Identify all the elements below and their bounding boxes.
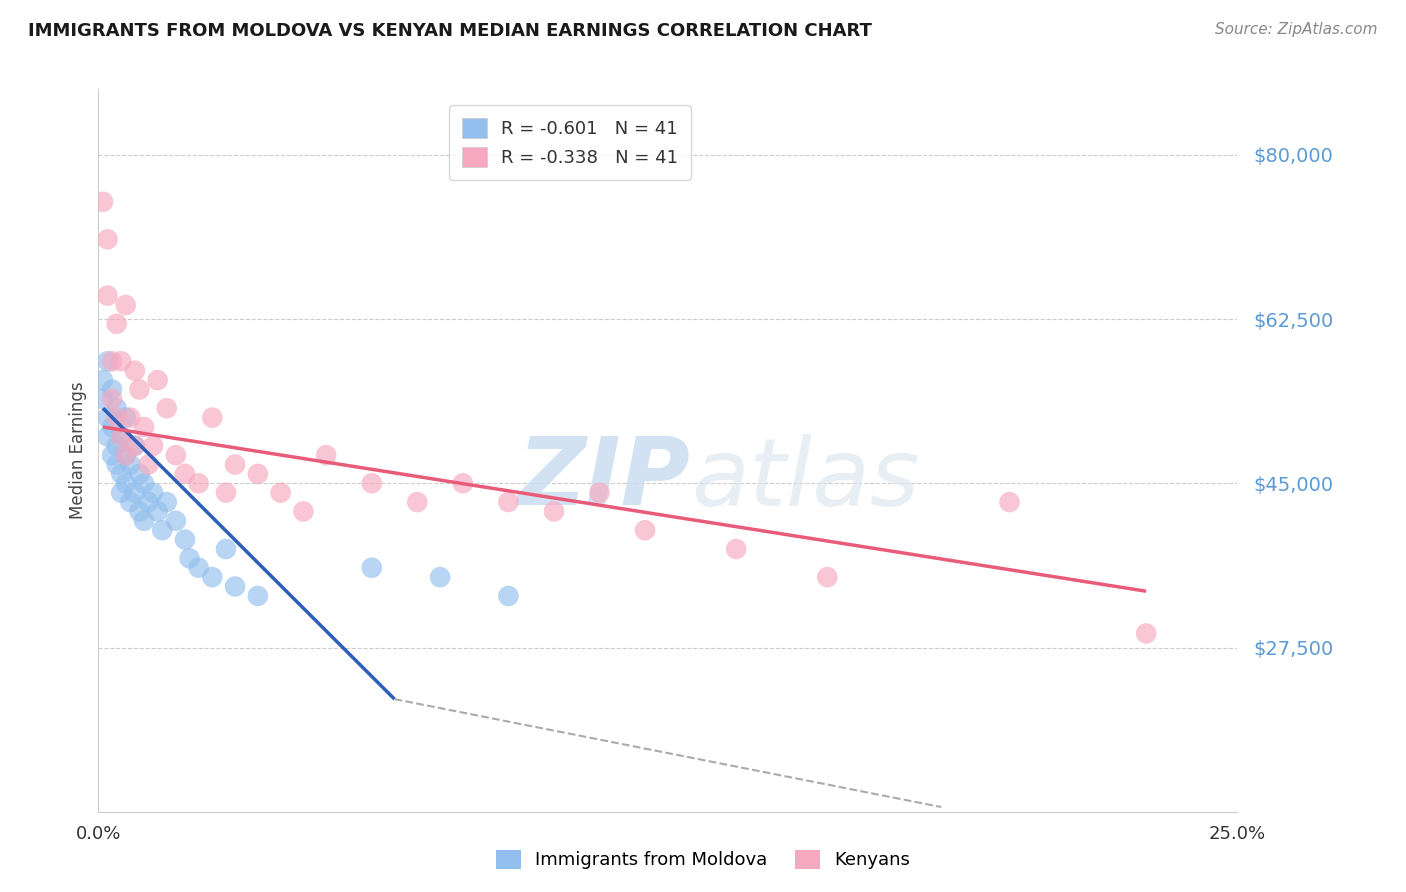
Point — [132, 476, 155, 491]
Point — [124, 364, 146, 378]
Point — [360, 560, 382, 574]
Point — [224, 458, 246, 472]
Point — [998, 495, 1021, 509]
Point — [96, 429, 118, 443]
Point — [101, 354, 124, 368]
Point — [110, 429, 132, 443]
Point — [128, 383, 150, 397]
Point — [179, 551, 201, 566]
Point — [101, 448, 124, 462]
Point — [156, 401, 179, 416]
Point — [588, 485, 610, 500]
Point — [101, 420, 124, 434]
Point — [246, 467, 269, 481]
Point — [132, 420, 155, 434]
Point — [124, 485, 146, 500]
Point — [146, 373, 169, 387]
Point — [114, 448, 136, 462]
Point — [96, 288, 118, 302]
Point — [725, 541, 748, 556]
Point — [634, 523, 657, 537]
Point — [101, 383, 124, 397]
Point — [110, 429, 132, 443]
Point — [174, 467, 197, 481]
Point — [110, 354, 132, 368]
Point — [215, 541, 238, 556]
Point — [451, 476, 474, 491]
Point — [138, 458, 160, 472]
Point — [187, 560, 209, 574]
Point — [96, 410, 118, 425]
Point — [146, 504, 169, 518]
Point — [174, 533, 197, 547]
Point — [201, 570, 224, 584]
Point — [114, 448, 136, 462]
Point — [429, 570, 451, 584]
Point — [292, 504, 315, 518]
Text: IMMIGRANTS FROM MOLDOVA VS KENYAN MEDIAN EARNINGS CORRELATION CHART: IMMIGRANTS FROM MOLDOVA VS KENYAN MEDIAN… — [28, 22, 872, 40]
Point — [114, 298, 136, 312]
Point — [128, 467, 150, 481]
Point — [110, 467, 132, 481]
Point — [165, 514, 187, 528]
Y-axis label: Median Earnings: Median Earnings — [69, 382, 87, 519]
Text: atlas: atlas — [690, 434, 920, 524]
Point — [91, 194, 114, 209]
Point — [270, 485, 292, 500]
Point — [360, 476, 382, 491]
Point — [105, 410, 128, 425]
Point — [91, 392, 114, 406]
Point — [815, 570, 838, 584]
Point — [105, 401, 128, 416]
Point — [246, 589, 269, 603]
Point — [124, 439, 146, 453]
Legend: R = -0.601   N = 41, R = -0.338   N = 41: R = -0.601 N = 41, R = -0.338 N = 41 — [449, 105, 692, 179]
Point — [91, 373, 114, 387]
Point — [187, 476, 209, 491]
Point — [96, 232, 118, 246]
Point — [120, 495, 142, 509]
Point — [105, 439, 128, 453]
Point — [1135, 626, 1157, 640]
Point — [156, 495, 179, 509]
Point — [96, 354, 118, 368]
Point — [224, 580, 246, 594]
Text: ZIP: ZIP — [517, 434, 690, 525]
Point — [150, 523, 173, 537]
Point — [105, 458, 128, 472]
Point — [406, 495, 429, 509]
Point — [315, 448, 337, 462]
Point — [215, 485, 238, 500]
Point — [543, 504, 565, 518]
Point — [138, 495, 160, 509]
Point — [101, 392, 124, 406]
Point — [124, 439, 146, 453]
Point — [142, 439, 165, 453]
Point — [120, 410, 142, 425]
Point — [498, 589, 520, 603]
Point — [201, 410, 224, 425]
Point — [165, 448, 187, 462]
Point — [110, 485, 132, 500]
Point — [114, 410, 136, 425]
Point — [142, 485, 165, 500]
Point — [132, 514, 155, 528]
Point — [128, 504, 150, 518]
Text: Source: ZipAtlas.com: Source: ZipAtlas.com — [1215, 22, 1378, 37]
Point — [114, 476, 136, 491]
Point — [498, 495, 520, 509]
Point — [105, 317, 128, 331]
Point — [120, 458, 142, 472]
Legend: Immigrants from Moldova, Kenyans: Immigrants from Moldova, Kenyans — [486, 841, 920, 879]
